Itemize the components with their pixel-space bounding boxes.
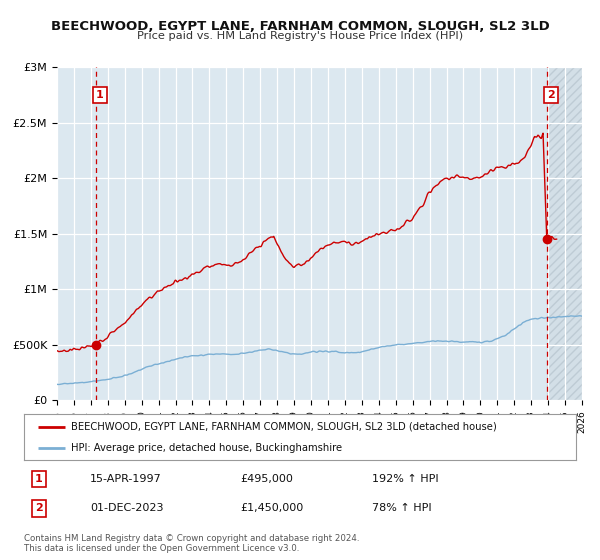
Text: 192% ↑ HPI: 192% ↑ HPI (372, 474, 439, 484)
Text: 15-APR-1997: 15-APR-1997 (90, 474, 162, 484)
Text: 1: 1 (96, 90, 104, 100)
Text: BEECHWOOD, EGYPT LANE, FARNHAM COMMON, SLOUGH, SL2 3LD (detached house): BEECHWOOD, EGYPT LANE, FARNHAM COMMON, S… (71, 422, 497, 432)
Bar (547, 67, 582, 400)
Text: 01-DEC-2023: 01-DEC-2023 (90, 503, 163, 514)
Text: Price paid vs. HM Land Registry's House Price Index (HPI): Price paid vs. HM Land Registry's House … (137, 31, 463, 41)
Text: 2: 2 (547, 90, 555, 100)
Text: Contains HM Land Registry data © Crown copyright and database right 2024.: Contains HM Land Registry data © Crown c… (24, 534, 359, 543)
Text: 78% ↑ HPI: 78% ↑ HPI (372, 503, 431, 514)
Text: £495,000: £495,000 (240, 474, 293, 484)
Text: HPI: Average price, detached house, Buckinghamshire: HPI: Average price, detached house, Buck… (71, 443, 342, 453)
Text: BEECHWOOD, EGYPT LANE, FARNHAM COMMON, SLOUGH, SL2 3LD: BEECHWOOD, EGYPT LANE, FARNHAM COMMON, S… (50, 20, 550, 32)
Bar (547, 67, 582, 400)
Text: 2: 2 (35, 503, 43, 514)
Text: This data is licensed under the Open Government Licence v3.0.: This data is licensed under the Open Gov… (24, 544, 299, 553)
Text: £1,450,000: £1,450,000 (240, 503, 303, 514)
Text: 1: 1 (35, 474, 43, 484)
